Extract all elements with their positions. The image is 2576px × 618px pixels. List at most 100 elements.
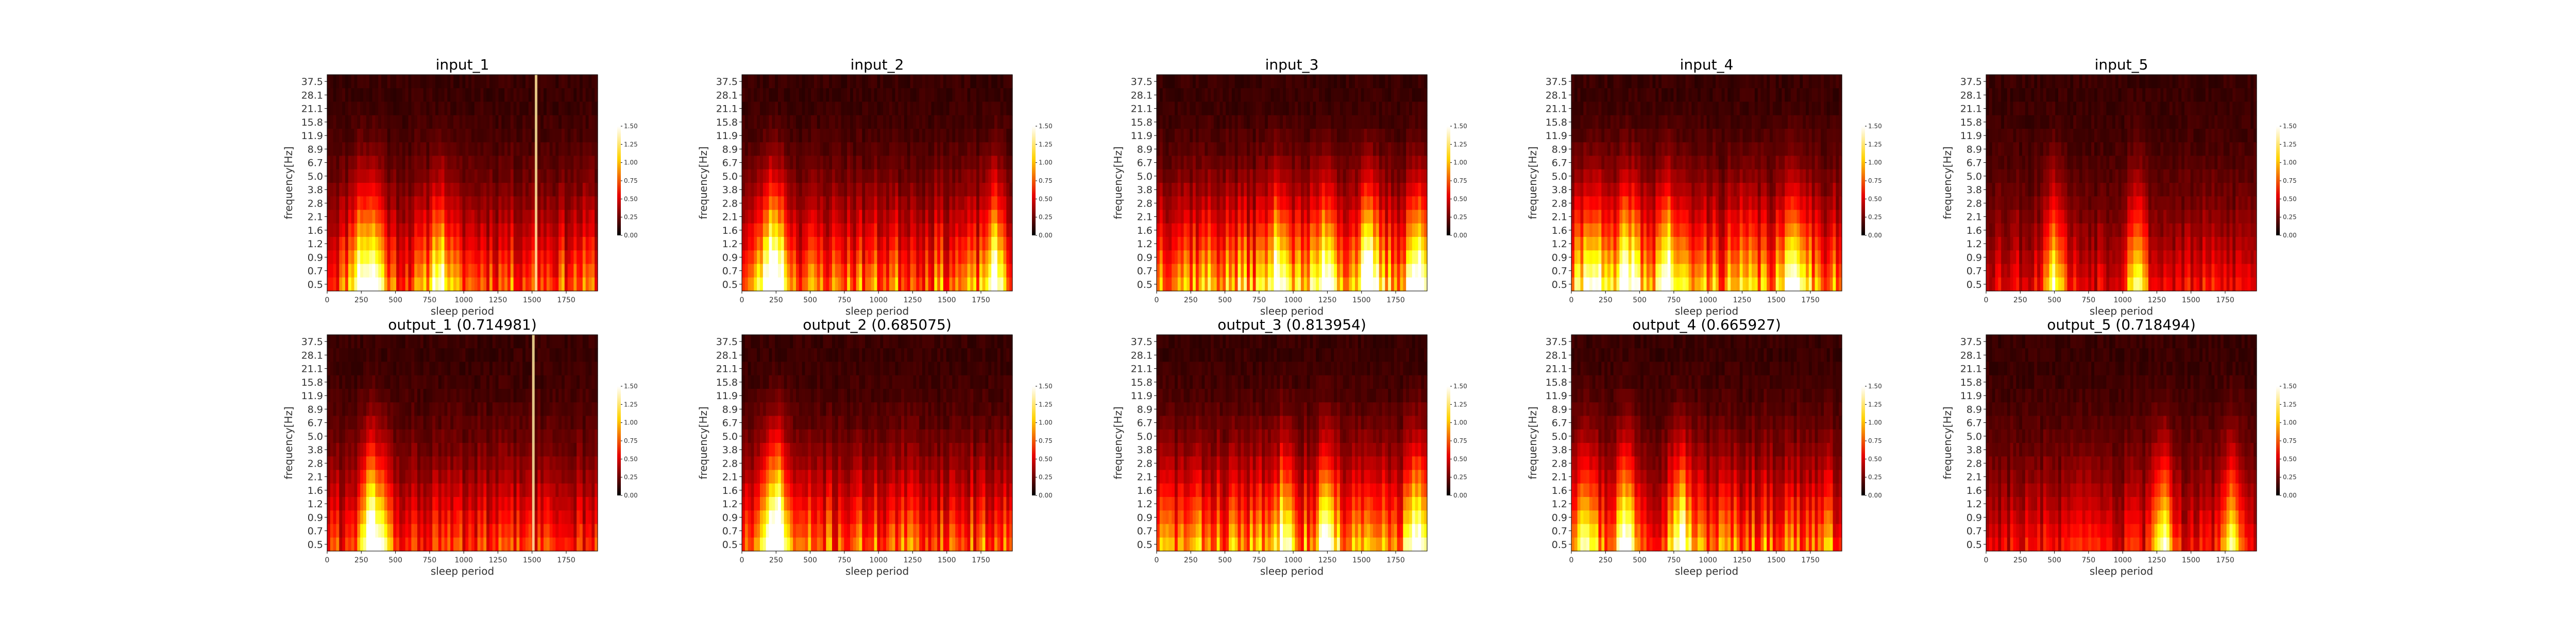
heatmap-cell (1643, 277, 1647, 291)
heatmap-cell (417, 183, 421, 197)
heatmap-cell (895, 183, 899, 197)
heatmap-cell (474, 75, 478, 89)
heatmap-cell (775, 264, 778, 278)
heatmap-cell (916, 142, 920, 157)
heatmap-cell (1262, 142, 1265, 157)
heatmap-cell (558, 250, 562, 265)
heatmap-cell (778, 142, 782, 157)
heatmap-cell (1319, 183, 1323, 197)
heatmap-cell (345, 75, 349, 89)
heatmap-cell (1295, 250, 1298, 265)
heatmap-cell (492, 183, 496, 197)
heatmap-cell (829, 115, 833, 129)
heatmap-cell (577, 237, 580, 251)
heatmap-cell (408, 237, 412, 251)
heatmap-cell (1361, 277, 1365, 291)
heatmap-cell (793, 115, 796, 129)
heatmap-cell (778, 88, 782, 102)
heatmap-cell (570, 250, 574, 265)
heatmap-cell (1313, 196, 1316, 211)
heatmap-cell (375, 169, 379, 183)
heatmap-cell (1394, 277, 1398, 291)
heatmap-cell (1216, 129, 1221, 143)
heatmap-cell (336, 277, 340, 291)
heatmap-cell (570, 210, 574, 224)
heatmap-cell (444, 196, 448, 211)
heatmap-cell (580, 183, 583, 197)
heatmap-cell (988, 223, 992, 237)
heatmap-cell (1613, 75, 1617, 89)
heatmap-cell (1589, 277, 1593, 291)
heatmap-cell (595, 115, 598, 129)
heatmap-cell (552, 115, 556, 129)
heatmap-cell (829, 237, 833, 251)
heatmap-cell (790, 183, 793, 197)
heatmap-cell (1631, 115, 1635, 129)
heatmap-cell (558, 223, 562, 237)
heatmap-cell (1340, 129, 1344, 143)
heatmap-cell (1391, 115, 1395, 129)
heatmap-cell (354, 223, 358, 237)
heatmap-cell (381, 223, 385, 237)
heatmap-cell (402, 196, 406, 211)
x-tick-label: 0 (1155, 296, 1159, 304)
heatmap-cell (570, 129, 574, 143)
heatmap-cell (453, 75, 457, 89)
heatmap-cell (898, 88, 902, 102)
heatmap-cell (1607, 75, 1611, 89)
heatmap-cell (943, 75, 947, 89)
heatmap-cell (537, 223, 541, 237)
heatmap-cell (784, 250, 788, 265)
heatmap-cell (1343, 210, 1347, 224)
heatmap-cell (1216, 75, 1221, 89)
heatmap-cell (802, 183, 806, 197)
heatmap-cell (378, 264, 382, 278)
heatmap-cell (504, 223, 508, 237)
heatmap-cell (360, 129, 364, 143)
heatmap-cell (901, 277, 905, 291)
heatmap-cell (1358, 196, 1362, 211)
heatmap-cell (450, 101, 454, 116)
heatmap-cell (1316, 101, 1319, 116)
heatmap-cell (1265, 183, 1268, 197)
heatmap-cell (1607, 223, 1611, 237)
heatmap-cell (883, 129, 887, 143)
heatmap-cell (997, 115, 1001, 129)
heatmap-cell (414, 75, 418, 89)
heatmap-cell (1580, 169, 1584, 183)
heatmap-cell (1247, 101, 1250, 116)
heatmap-cell (744, 142, 749, 157)
heatmap-cell (1256, 88, 1259, 102)
heatmap-cell (1604, 237, 1608, 251)
heatmap-cell (1382, 129, 1385, 143)
heatmap-cell (330, 196, 334, 211)
heatmap-cell (991, 156, 995, 170)
heatmap-cell (396, 88, 400, 102)
heatmap-cell (438, 183, 442, 197)
heatmap-cell (595, 250, 598, 265)
heatmap-cell (486, 88, 490, 102)
heatmap-cell (1619, 142, 1623, 157)
heatmap-cell (1613, 129, 1617, 143)
heatmap-cell (823, 277, 826, 291)
heatmap-cell (1168, 250, 1172, 265)
heatmap-cell (504, 277, 508, 291)
heatmap-cell (1391, 196, 1395, 211)
heatmap-cell (1595, 75, 1599, 89)
heatmap-cell (396, 264, 400, 278)
heatmap-cell (489, 129, 493, 143)
heatmap-cell (1646, 115, 1650, 129)
heatmap-cell (330, 183, 334, 197)
heatmap-cell (952, 156, 956, 170)
heatmap-cell (1283, 115, 1286, 129)
heatmap-cell (1000, 223, 1004, 237)
heatmap-cell (847, 169, 851, 183)
heatmap-cell (1400, 169, 1403, 183)
heatmap-cell (336, 88, 340, 102)
heatmap-cell (1625, 183, 1629, 197)
heatmap-cell (835, 101, 839, 116)
heatmap-cell (526, 156, 529, 170)
heatmap-cell (582, 142, 586, 157)
heatmap-cell (504, 250, 508, 265)
heatmap-cell (1340, 88, 1344, 102)
